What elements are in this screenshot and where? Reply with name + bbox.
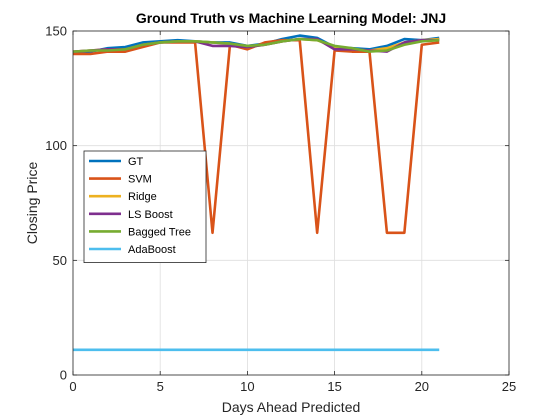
legend-entry-label: Bagged Tree (128, 226, 191, 238)
x-tick-label: 0 (69, 379, 76, 394)
x-tick-label: 20 (415, 379, 429, 394)
y-tick-label: 150 (45, 24, 67, 39)
x-tick-label: 15 (327, 379, 341, 394)
chart-title: Ground Truth vs Machine Learning Model: … (136, 10, 446, 26)
legend: GT SVM Ridge LS Boost Bagged Tree AdaBoost (83, 150, 207, 263)
plot-frame (72, 30, 510, 376)
series-line-bagged-tree (72, 37, 440, 53)
legend-entry-label: Ridge (128, 191, 157, 203)
y-tick-label: 0 (60, 368, 67, 383)
legend-box (83, 150, 207, 263)
legend-entry-label: AdaBoost (128, 244, 176, 256)
legend-entry-label: SVM (128, 174, 152, 186)
series-lines (72, 34, 440, 352)
legend-entry-label: GT (128, 156, 144, 168)
x-axis-label: Days Ahead Predicted (222, 399, 361, 415)
legend-entry-label: LS Boost (128, 209, 173, 221)
y-axis-label: Closing Price (24, 162, 40, 245)
x-tick-label: 25 (502, 379, 516, 394)
axis-ticks: 0 5 10 15 20 25 0 50 100 150 (45, 24, 516, 395)
y-tick-label: 50 (53, 253, 67, 268)
y-tick-label: 100 (45, 138, 67, 153)
x-tick-label: 10 (240, 379, 254, 394)
x-tick-label: 5 (157, 379, 164, 394)
